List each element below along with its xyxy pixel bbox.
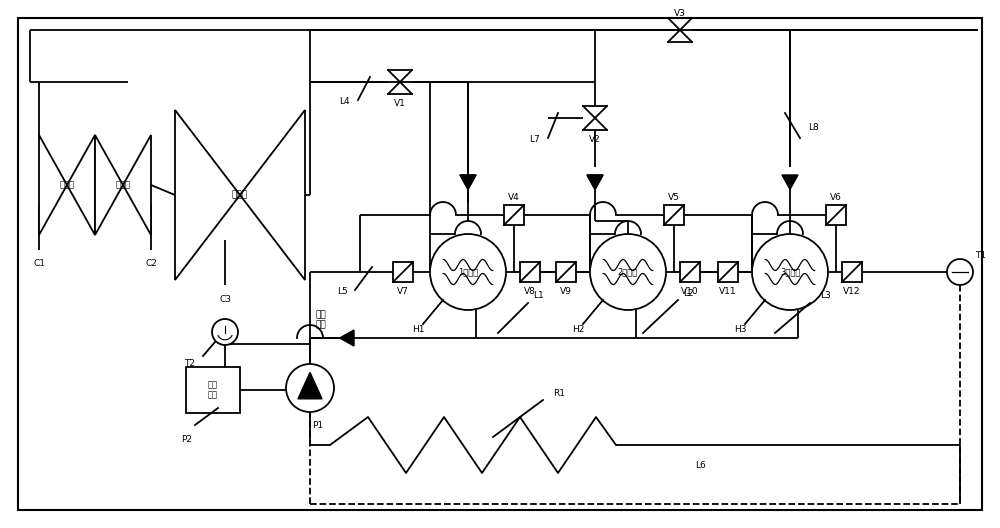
Polygon shape — [782, 175, 798, 190]
Text: H2: H2 — [572, 325, 584, 335]
Text: T1: T1 — [975, 251, 986, 260]
Polygon shape — [39, 135, 67, 235]
Circle shape — [752, 234, 828, 310]
Text: V10: V10 — [681, 288, 699, 297]
Bar — [664, 205, 684, 225]
Bar — [520, 262, 540, 282]
Text: V3: V3 — [674, 10, 686, 18]
Polygon shape — [460, 175, 476, 190]
Bar — [680, 262, 700, 282]
Circle shape — [430, 234, 506, 310]
Text: V1: V1 — [394, 99, 406, 108]
Text: V2: V2 — [589, 136, 601, 145]
Text: P2: P2 — [181, 436, 192, 445]
Text: C3: C3 — [219, 295, 231, 304]
Text: L3: L3 — [820, 291, 831, 300]
Polygon shape — [95, 135, 123, 235]
Polygon shape — [298, 372, 322, 399]
Bar — [504, 205, 524, 225]
Text: V12: V12 — [843, 288, 861, 297]
Text: 低压缸: 低压缸 — [232, 191, 248, 200]
Bar — [826, 205, 846, 225]
Text: L2: L2 — [683, 289, 694, 298]
Text: V5: V5 — [668, 193, 680, 202]
Text: 中压缸: 中压缸 — [116, 181, 130, 190]
Circle shape — [947, 259, 973, 285]
Text: V9: V9 — [560, 288, 572, 297]
Text: V8: V8 — [524, 288, 536, 297]
Text: L8: L8 — [808, 124, 819, 133]
Polygon shape — [460, 175, 476, 190]
Text: C1: C1 — [33, 259, 45, 268]
Text: H1: H1 — [412, 325, 424, 335]
Text: T2: T2 — [184, 360, 195, 369]
Text: H3: H3 — [734, 325, 746, 335]
Bar — [393, 262, 413, 282]
Polygon shape — [240, 110, 305, 280]
Polygon shape — [67, 135, 95, 235]
Bar — [186, 367, 240, 413]
Polygon shape — [587, 175, 603, 190]
Bar — [842, 262, 862, 282]
Text: L7: L7 — [529, 136, 540, 145]
Text: 2号热加: 2号热加 — [618, 268, 638, 277]
Text: R1: R1 — [553, 389, 565, 398]
Bar — [718, 262, 738, 282]
Polygon shape — [175, 110, 240, 280]
Text: 高压缸: 高压缸 — [60, 181, 74, 190]
Text: 执行
机构: 执行 机构 — [208, 380, 218, 400]
Polygon shape — [123, 135, 151, 235]
Text: L4: L4 — [339, 98, 350, 107]
Text: 3号热加: 3号热加 — [780, 268, 800, 277]
Text: 1号热加: 1号热加 — [458, 268, 478, 277]
Circle shape — [590, 234, 666, 310]
Circle shape — [286, 364, 334, 412]
Text: L6: L6 — [695, 460, 705, 469]
Circle shape — [212, 319, 238, 345]
Text: L5: L5 — [337, 288, 348, 297]
Text: V6: V6 — [830, 193, 842, 202]
Text: V11: V11 — [719, 288, 737, 297]
Polygon shape — [587, 175, 603, 190]
Text: V4: V4 — [508, 193, 520, 202]
Text: L1: L1 — [533, 291, 544, 300]
Polygon shape — [340, 330, 354, 346]
Text: 去凝
汽器: 去凝 汽器 — [315, 310, 326, 329]
Text: C2: C2 — [145, 259, 157, 268]
Text: V7: V7 — [397, 288, 409, 297]
Bar — [556, 262, 576, 282]
Text: P1: P1 — [312, 421, 323, 430]
